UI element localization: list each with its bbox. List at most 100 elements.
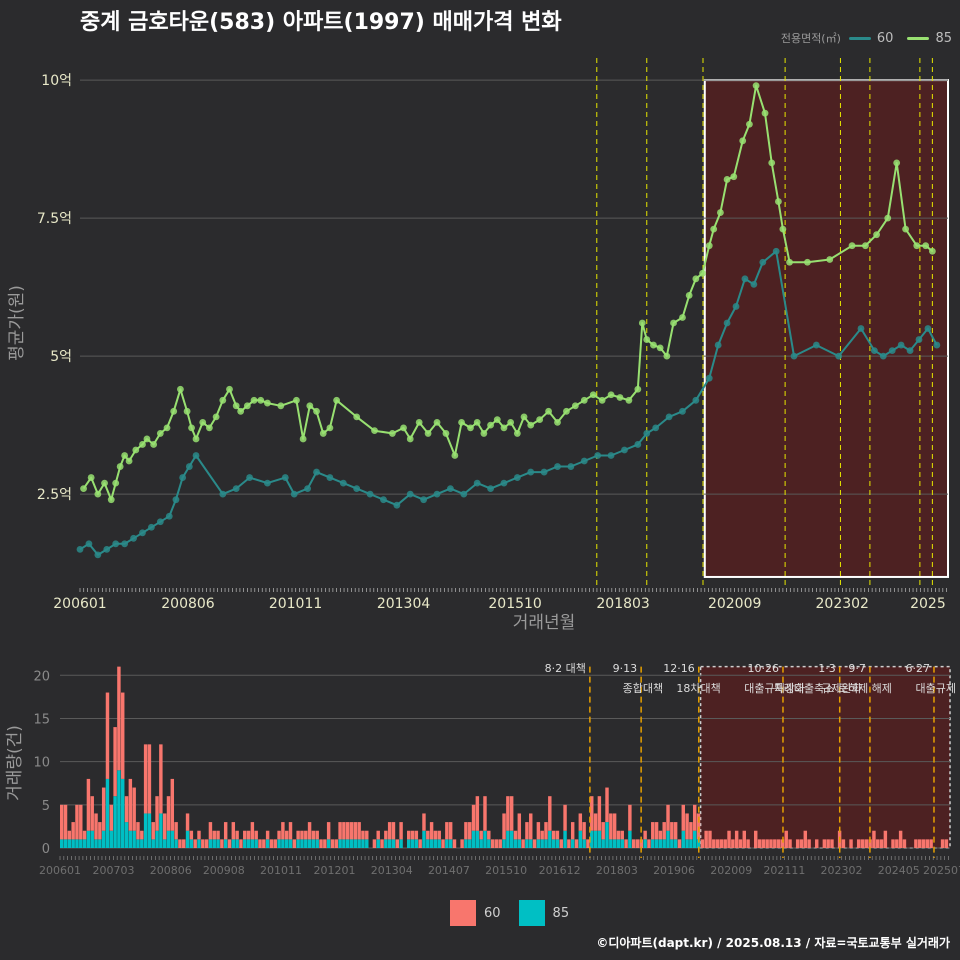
- bar-85: [502, 839, 506, 848]
- bar-60: [94, 813, 98, 840]
- bar-85: [342, 839, 346, 848]
- data-point-85: [730, 173, 738, 181]
- bar-85: [399, 839, 403, 848]
- bar-85: [121, 778, 125, 848]
- data-point-85: [219, 396, 227, 404]
- y-tick-label: 7.5억: [37, 211, 72, 227]
- bar-85: [155, 830, 159, 848]
- data-point-60: [353, 485, 361, 493]
- bar-60: [513, 830, 518, 840]
- bar-60: [296, 830, 300, 840]
- bar-60: [738, 839, 743, 848]
- bar-60: [696, 813, 701, 840]
- data-point-60: [705, 374, 713, 382]
- bar-85: [387, 839, 392, 848]
- bar-85: [132, 830, 136, 848]
- data-point-85: [545, 407, 552, 415]
- y-tick-label: 20: [33, 669, 50, 684]
- x-tick-label: 202111: [763, 864, 805, 877]
- bar-60: [502, 813, 506, 840]
- bar-85: [448, 839, 453, 848]
- bar-85: [307, 839, 312, 848]
- bar-60: [582, 822, 586, 840]
- bar-85: [426, 839, 430, 848]
- bar-60: [361, 830, 365, 840]
- x-tick-label: 200908: [203, 864, 245, 877]
- data-point-85: [873, 231, 880, 239]
- data-point-60: [652, 424, 660, 432]
- bar-60: [426, 830, 430, 840]
- bar-60: [727, 830, 731, 848]
- bar-60: [121, 692, 125, 779]
- data-point-85: [761, 109, 769, 117]
- bar-60: [422, 813, 426, 831]
- bar-60: [700, 839, 705, 848]
- bar-60: [372, 839, 377, 848]
- bar-60: [654, 822, 659, 840]
- data-point-85: [107, 496, 115, 504]
- data-point-85: [786, 258, 793, 266]
- bar-60: [193, 839, 197, 848]
- bar-85: [345, 839, 350, 848]
- bar-60: [551, 830, 556, 840]
- data-point-60: [94, 551, 102, 559]
- data-point-85: [625, 396, 633, 404]
- bar-85: [300, 839, 304, 848]
- data-point-85: [804, 258, 811, 266]
- bar-60: [269, 839, 274, 848]
- data-point-60: [759, 258, 767, 266]
- bar-60: [353, 822, 358, 840]
- bar-60: [250, 822, 255, 840]
- bar-60: [429, 822, 434, 840]
- bar-60: [349, 822, 354, 840]
- bar-60: [471, 804, 476, 831]
- data-point-85: [746, 120, 753, 128]
- bar-85: [361, 839, 365, 848]
- bar-60: [239, 839, 243, 848]
- bar-60: [807, 839, 811, 848]
- bar-60: [475, 796, 480, 831]
- data-point-60: [393, 501, 401, 509]
- data-point-60: [540, 468, 548, 476]
- data-point-60: [679, 407, 686, 415]
- bar-85: [483, 830, 487, 848]
- bar-60: [799, 839, 804, 848]
- bar-85: [612, 839, 617, 848]
- policy-label-date: 10·26: [747, 662, 779, 675]
- bar-60: [147, 744, 152, 814]
- bar-60: [284, 830, 289, 840]
- data-point-85: [326, 424, 334, 432]
- bar-60: [631, 839, 636, 848]
- bar-85: [670, 839, 674, 848]
- bar-85: [143, 813, 148, 848]
- bar-60: [769, 839, 773, 848]
- bar-85: [105, 778, 110, 848]
- policy-label-date: 8·2 대책: [545, 662, 586, 675]
- bar-85: [117, 770, 121, 848]
- bar-85: [487, 839, 491, 848]
- bar-60: [563, 804, 567, 831]
- x-tick-label: 202302: [816, 596, 869, 612]
- bar-60: [628, 804, 632, 831]
- bar-60: [101, 787, 106, 831]
- data-point-60: [692, 396, 700, 404]
- bar-60: [86, 778, 91, 831]
- x-tick-label: 200806: [150, 864, 192, 877]
- bar-60: [235, 830, 239, 840]
- legend-vol-label-85: 85: [552, 905, 570, 921]
- data-point-60: [281, 474, 289, 481]
- bar-60: [529, 813, 533, 840]
- bar-60: [830, 839, 834, 848]
- bar-60: [319, 839, 323, 848]
- data-point-60: [879, 352, 887, 360]
- bar-60: [71, 822, 75, 840]
- data-point-60: [192, 452, 200, 459]
- data-point-85: [101, 479, 108, 487]
- bar-85: [223, 839, 228, 848]
- bar-85: [601, 839, 605, 848]
- data-point-85: [634, 385, 642, 393]
- bar-60: [182, 839, 186, 848]
- bar-85: [338, 839, 342, 848]
- bar-60: [620, 830, 624, 840]
- bar-60: [82, 830, 87, 840]
